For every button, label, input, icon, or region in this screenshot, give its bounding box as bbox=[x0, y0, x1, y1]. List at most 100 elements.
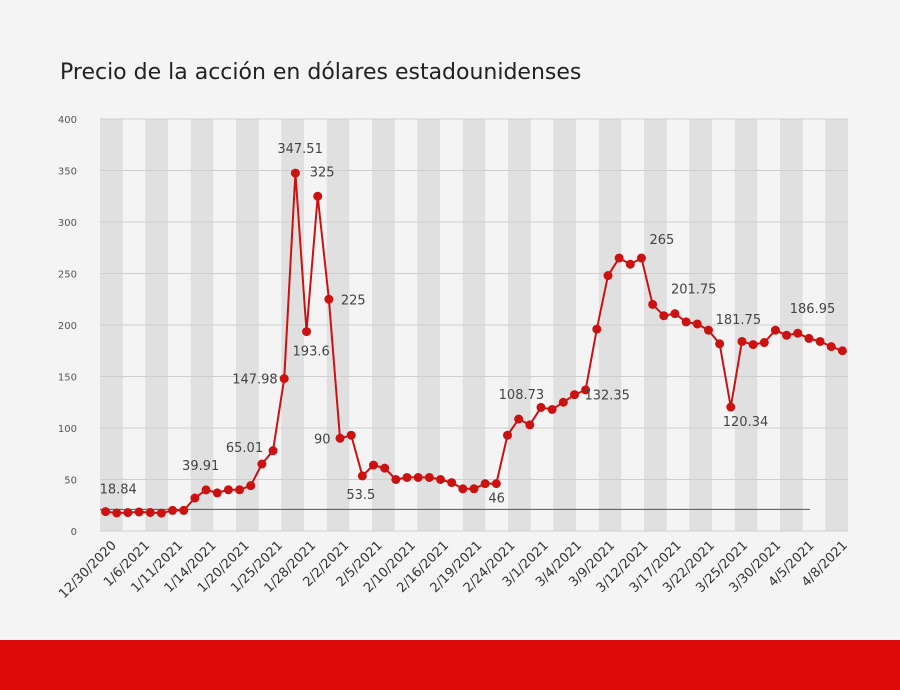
data-point bbox=[804, 333, 814, 343]
data-label: 53.5 bbox=[346, 488, 375, 503]
data-point bbox=[670, 309, 680, 319]
data-label: 147.98 bbox=[232, 373, 278, 388]
x-axis-ticks: 12/30/20201/6/20211/11/20211/14/20211/20… bbox=[56, 538, 851, 602]
y-tick-label: 50 bbox=[64, 476, 77, 487]
data-label: 181.75 bbox=[716, 313, 762, 328]
data-label: 186.95 bbox=[790, 302, 836, 317]
data-label: 120.34 bbox=[723, 415, 769, 430]
data-point bbox=[436, 475, 446, 484]
data-label: 325 bbox=[310, 165, 335, 180]
y-tick-label: 0 bbox=[71, 527, 77, 538]
data-point bbox=[469, 484, 479, 494]
data-point bbox=[547, 404, 557, 414]
data-point bbox=[413, 472, 423, 482]
data-point bbox=[636, 253, 646, 263]
data-point bbox=[502, 430, 512, 440]
data-point bbox=[458, 484, 468, 494]
data-point bbox=[235, 485, 245, 495]
data-point bbox=[302, 327, 312, 337]
data-point bbox=[703, 325, 713, 335]
data-point bbox=[748, 340, 758, 350]
data-point bbox=[324, 294, 334, 304]
y-axis-ticks: 0 50 100 150 200 250 300 350 400 bbox=[58, 115, 77, 538]
data-point bbox=[815, 336, 825, 346]
horizontal-gridlines bbox=[100, 118, 848, 532]
data-point bbox=[681, 317, 691, 327]
data-point bbox=[424, 472, 434, 482]
data-point bbox=[123, 508, 133, 518]
data-point bbox=[569, 390, 579, 400]
data-point bbox=[726, 402, 736, 412]
data-point bbox=[346, 430, 356, 440]
y-tick-label: 300 bbox=[58, 218, 77, 229]
data-point bbox=[759, 338, 769, 348]
data-label: 108.73 bbox=[499, 388, 545, 403]
data-point bbox=[491, 479, 501, 489]
data-point bbox=[279, 374, 289, 384]
data-point bbox=[335, 433, 345, 443]
y-tick-label: 100 bbox=[58, 424, 77, 435]
data-point bbox=[737, 336, 747, 346]
data-point bbox=[603, 271, 613, 281]
data-point bbox=[268, 446, 278, 456]
data-label: 132.35 bbox=[584, 389, 630, 404]
data-point bbox=[614, 253, 624, 263]
data-point bbox=[837, 346, 847, 356]
data-points bbox=[101, 168, 847, 518]
data-point bbox=[659, 311, 669, 321]
data-point bbox=[257, 459, 267, 469]
data-point bbox=[525, 420, 535, 430]
data-point bbox=[514, 414, 524, 424]
data-point bbox=[201, 485, 211, 495]
data-point bbox=[134, 507, 144, 517]
y-tick-label: 400 bbox=[58, 115, 77, 126]
data-label: 265 bbox=[649, 233, 674, 248]
data-point bbox=[380, 463, 390, 473]
data-point bbox=[223, 485, 233, 495]
data-point bbox=[391, 475, 401, 484]
data-point bbox=[536, 402, 546, 412]
data-point bbox=[168, 505, 178, 515]
data-label: 18.84 bbox=[100, 483, 137, 498]
data-label: 193.6 bbox=[293, 345, 330, 360]
data-point bbox=[826, 342, 836, 352]
data-point bbox=[179, 505, 189, 515]
y-tick-label: 200 bbox=[58, 321, 77, 332]
data-point bbox=[101, 507, 111, 517]
data-point bbox=[313, 191, 323, 201]
data-labels: 18.84 39.91 65.01 147.98 347.51 193.6 325 225 90… bbox=[100, 142, 836, 507]
data-label: 39.91 bbox=[182, 459, 219, 474]
data-point bbox=[447, 478, 457, 488]
data-point bbox=[290, 168, 300, 178]
data-point bbox=[145, 507, 155, 517]
data-point bbox=[625, 259, 635, 269]
data-label: 225 bbox=[341, 293, 366, 308]
y-tick-label: 350 bbox=[58, 167, 77, 178]
data-point bbox=[156, 508, 166, 518]
chart-title: Precio de la acción en dólares estadouni… bbox=[60, 60, 582, 85]
data-point bbox=[246, 481, 256, 491]
data-point bbox=[402, 472, 412, 482]
data-point bbox=[793, 328, 803, 338]
data-point bbox=[112, 508, 122, 518]
data-point bbox=[357, 471, 367, 481]
data-label: 347.51 bbox=[277, 142, 323, 157]
y-tick-label: 150 bbox=[58, 373, 77, 384]
data-point bbox=[782, 330, 792, 340]
data-label: 65.01 bbox=[226, 441, 263, 456]
data-point bbox=[648, 299, 658, 309]
data-point bbox=[369, 460, 379, 470]
data-point bbox=[581, 385, 591, 395]
data-point bbox=[558, 397, 568, 407]
footer-bar bbox=[0, 640, 900, 690]
y-tick-label: 250 bbox=[58, 270, 77, 281]
data-point bbox=[715, 339, 725, 349]
data-label: 90 bbox=[314, 432, 331, 447]
line-chart: 0 50 100 150 200 250 300 350 400 12/30/20201/6/2… bbox=[56, 115, 851, 602]
data-label: 201.75 bbox=[671, 283, 717, 298]
data-point bbox=[592, 324, 602, 334]
data-label: 46 bbox=[488, 492, 505, 507]
data-point bbox=[770, 325, 780, 335]
data-point bbox=[190, 493, 200, 503]
data-point bbox=[212, 488, 222, 498]
